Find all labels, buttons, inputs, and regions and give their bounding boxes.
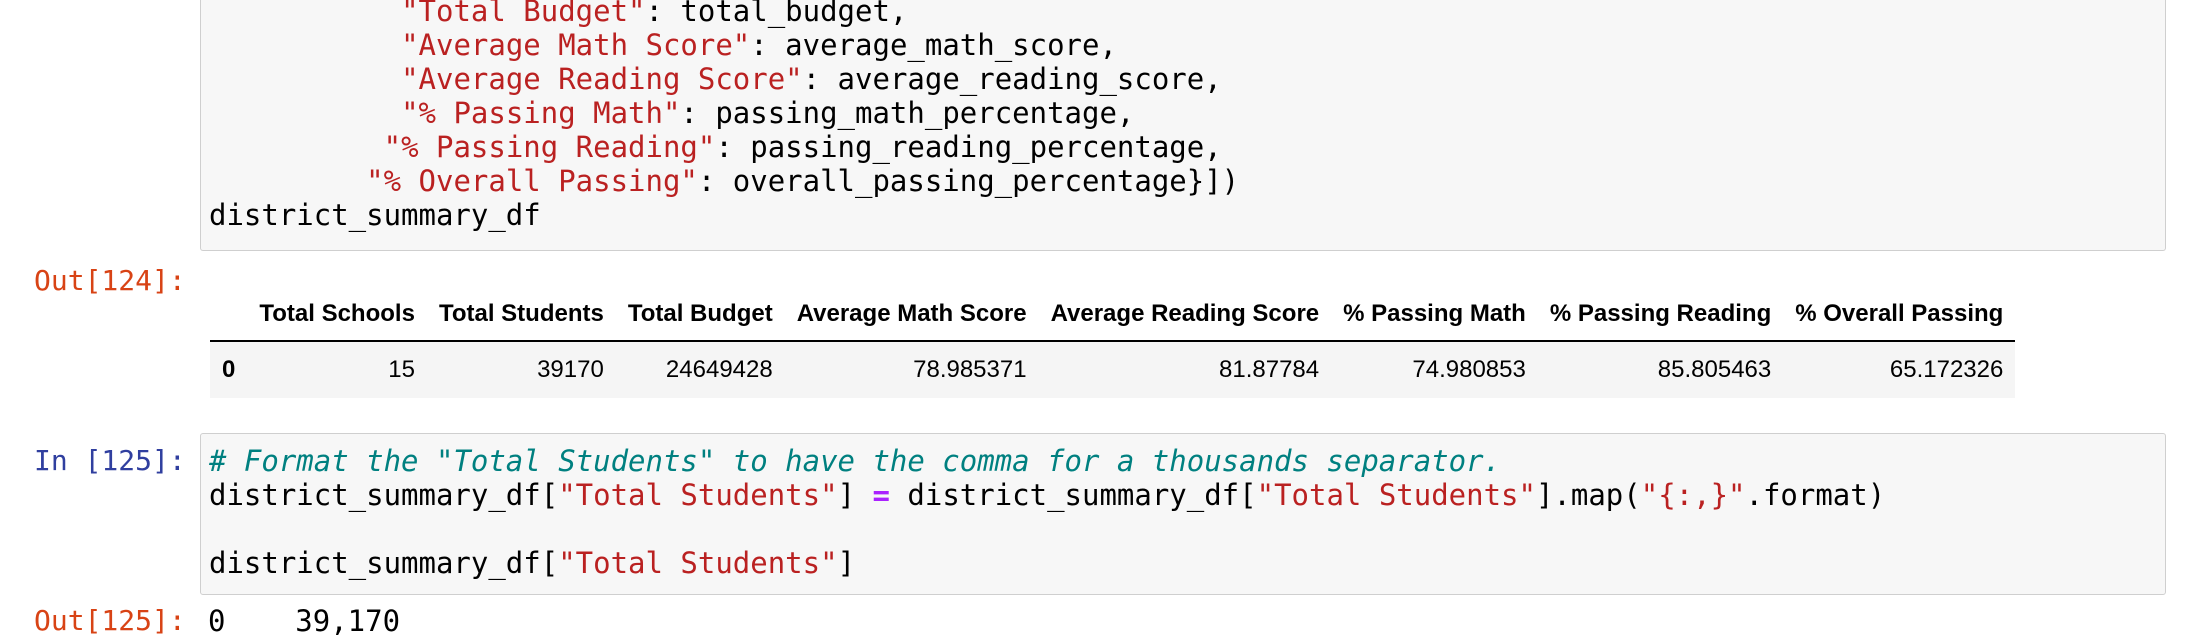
column-header: Average Math Score	[784, 290, 1039, 342]
dataframe-output: Total Schools Total Students Total Budge…	[210, 290, 2016, 398]
column-header: Total Schools	[247, 290, 427, 342]
table-cell: 65.172326	[1783, 341, 2016, 398]
code-cell-input-district-summary[interactable]: "Total Budget": total_budget, "Average M…	[200, 0, 2166, 251]
column-header: Average Reading Score	[1038, 290, 1332, 342]
code-line: "% Passing Math": passing_math_percentag…	[401, 96, 1135, 130]
index-header	[210, 290, 248, 342]
code-comment: # Format the "Total Students" to have th…	[209, 444, 1502, 478]
table-cell: 24649428	[615, 341, 785, 398]
code-line: "Total Budget": total_budget,	[401, 0, 908, 28]
table-cell: 74.980853	[1331, 341, 1538, 398]
output-prompt-125: Out[125]:	[34, 604, 186, 637]
series-output: 0 39,170	[208, 604, 401, 638]
code-line: "% Overall Passing": overall_passing_per…	[366, 164, 1240, 198]
code-line: district_summary_df	[209, 198, 541, 232]
column-header: % Overall Passing	[1783, 290, 2016, 342]
column-header: % Passing Reading	[1537, 290, 1784, 342]
table-cell: 81.87784	[1038, 341, 1332, 398]
row-index: 0	[210, 341, 248, 398]
table-cell: 78.985371	[784, 341, 1039, 398]
code-line: district_summary_df["Total Students"] = …	[209, 478, 1886, 512]
table-row: 0 15 39170 24649428 78.985371 81.87784 7…	[210, 341, 2016, 398]
code-cell-input-format-students[interactable]: # Format the "Total Students" to have th…	[200, 433, 2166, 595]
table-cell: 85.805463	[1537, 341, 1784, 398]
code-line: "Average Math Score": average_math_score…	[401, 28, 1117, 62]
table-cell: 39170	[426, 341, 616, 398]
input-prompt-125: In [125]:	[34, 444, 186, 477]
output-prompt-124: Out[124]:	[34, 264, 186, 297]
code-line: district_summary_df["Total Students"]	[209, 546, 856, 580]
column-header: Total Budget	[615, 290, 785, 342]
table-header-row: Total Schools Total Students Total Budge…	[210, 290, 2016, 342]
code-line: "% Passing Reading": passing_reading_per…	[383, 130, 1222, 164]
code-line: "Average Reading Score": average_reading…	[401, 62, 1222, 96]
table-cell: 15	[247, 341, 427, 398]
column-header: % Passing Math	[1331, 290, 1538, 342]
column-header: Total Students	[426, 290, 616, 342]
